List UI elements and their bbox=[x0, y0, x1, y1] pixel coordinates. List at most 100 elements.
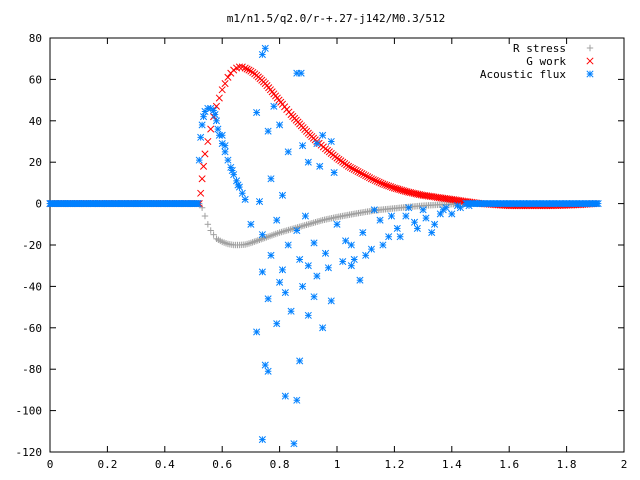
data-point bbox=[247, 220, 255, 228]
data-point bbox=[362, 172, 370, 180]
x-tick-label: 1 bbox=[334, 458, 341, 471]
data-point bbox=[327, 297, 335, 305]
data-point bbox=[214, 125, 222, 133]
y-tick-label: 60 bbox=[29, 73, 42, 86]
data-point bbox=[304, 262, 312, 270]
data-point bbox=[319, 131, 327, 139]
data-point bbox=[448, 210, 456, 218]
data-point bbox=[198, 204, 206, 211]
data-point bbox=[212, 102, 221, 110]
data-point bbox=[387, 212, 396, 220]
data-point bbox=[287, 307, 295, 315]
data-point bbox=[207, 125, 215, 133]
data-point bbox=[204, 221, 212, 228]
data-point bbox=[379, 241, 387, 249]
x-tick-label: 0.4 bbox=[155, 458, 175, 471]
data-point bbox=[221, 148, 229, 156]
y-tick-label: 20 bbox=[29, 156, 42, 169]
legend-marker bbox=[586, 57, 594, 65]
data-point bbox=[293, 396, 301, 404]
data-point bbox=[224, 156, 232, 164]
data-point bbox=[264, 295, 272, 303]
data-point bbox=[371, 176, 379, 185]
data-point bbox=[313, 140, 321, 148]
data-point bbox=[215, 94, 223, 102]
data-point bbox=[348, 164, 356, 172]
data-point bbox=[207, 227, 214, 234]
data-point bbox=[243, 65, 251, 73]
data-point bbox=[360, 171, 368, 179]
data-point bbox=[238, 189, 246, 197]
data-point bbox=[304, 311, 312, 319]
data-point bbox=[350, 165, 358, 173]
legend-item-r-stress: R stress bbox=[513, 42, 594, 55]
data-point bbox=[436, 210, 444, 218]
data-point bbox=[347, 241, 355, 249]
y-tick-label: -80 bbox=[22, 363, 42, 376]
data-point bbox=[387, 183, 395, 191]
x-tick-label: 0.2 bbox=[97, 458, 117, 471]
data-point bbox=[212, 117, 221, 125]
data-point bbox=[385, 182, 393, 190]
chart-title: m1/n1.5/q2.0/r-+.27-j142/M0.3/512 bbox=[227, 12, 446, 25]
data-point bbox=[367, 175, 375, 183]
data-point bbox=[359, 229, 367, 237]
data-point bbox=[218, 86, 226, 94]
data-point bbox=[393, 224, 401, 232]
data-point bbox=[422, 214, 430, 222]
data-point bbox=[321, 249, 330, 257]
legend-label: R stress bbox=[513, 42, 566, 55]
data-point bbox=[211, 111, 219, 119]
data-point bbox=[299, 282, 307, 290]
data-point bbox=[245, 66, 253, 74]
data-point bbox=[198, 175, 206, 183]
legend-label: Acoustic flux bbox=[480, 68, 566, 81]
data-point bbox=[194, 200, 202, 208]
x-tick-label: 0.8 bbox=[270, 458, 290, 471]
data-point bbox=[354, 167, 362, 176]
data-point bbox=[201, 150, 209, 158]
data-point bbox=[428, 229, 436, 237]
data-point bbox=[346, 163, 354, 171]
data-point bbox=[316, 162, 324, 170]
data-point bbox=[385, 233, 393, 241]
x-tick-label: 2 bbox=[621, 458, 628, 471]
data-point bbox=[199, 162, 208, 170]
data-point bbox=[284, 148, 292, 156]
y-tick-label: 0 bbox=[35, 198, 42, 211]
data-point bbox=[267, 175, 275, 183]
data-point bbox=[347, 262, 355, 270]
data-point bbox=[364, 173, 372, 181]
data-point bbox=[413, 224, 421, 232]
data-point bbox=[313, 272, 321, 280]
data-point bbox=[235, 63, 243, 71]
data-point bbox=[362, 251, 370, 259]
data-point bbox=[296, 357, 304, 365]
data-point bbox=[284, 241, 292, 249]
data-point bbox=[278, 266, 287, 274]
data-point bbox=[344, 162, 353, 170]
data-point bbox=[405, 204, 413, 212]
data-point bbox=[296, 255, 304, 264]
data-point bbox=[218, 131, 226, 139]
data-point bbox=[278, 191, 287, 199]
y-tick-label: -100 bbox=[16, 405, 43, 418]
data-point bbox=[276, 278, 284, 286]
x-tick-label: 1.2 bbox=[384, 458, 404, 471]
data-point bbox=[375, 178, 383, 186]
y-tick-label: -60 bbox=[22, 322, 42, 335]
legend-marker bbox=[586, 70, 594, 78]
data-point bbox=[456, 204, 464, 212]
data-point bbox=[439, 206, 447, 214]
x-tick-label: 1.6 bbox=[499, 458, 519, 471]
data-point bbox=[258, 231, 266, 239]
data-point bbox=[342, 237, 350, 245]
data-point bbox=[281, 289, 289, 297]
data-point bbox=[327, 137, 335, 146]
plot-frame bbox=[49, 37, 625, 453]
y-tick-label: -20 bbox=[22, 239, 42, 252]
data-point bbox=[431, 220, 439, 228]
